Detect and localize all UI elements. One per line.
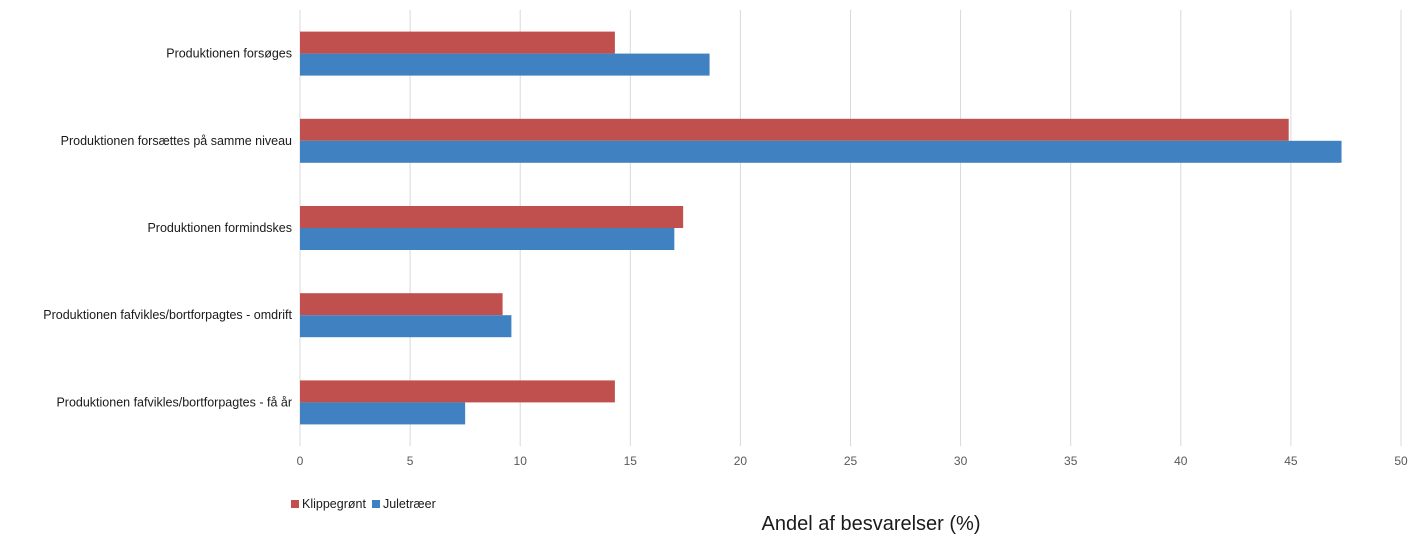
legend-item-klippegront: Klippegrønt xyxy=(291,497,366,511)
bar-klippegront-3 xyxy=(300,293,503,316)
x-tick-label-30: 30 xyxy=(954,454,968,468)
category-label-1: Produktionen forsættes på samme niveau xyxy=(61,134,292,148)
category-label-0: Produktionen forsøges xyxy=(166,47,292,61)
legend-item-juletraeer: Juletræer xyxy=(371,497,436,511)
x-tick-label-15: 15 xyxy=(624,454,638,468)
bar-juletraeer-0 xyxy=(300,53,710,76)
category-label-2: Produktionen formindskes xyxy=(147,221,292,235)
category-labels: Produktionen forsøges Produktionen forsæt… xyxy=(43,47,292,410)
category-label-4: Produktionen fafvikles/bortforpagtes - f… xyxy=(56,395,292,409)
x-tick-label-50: 50 xyxy=(1394,454,1408,468)
gridlines xyxy=(299,10,1402,446)
x-axis-title: Andel af besvarelser (%) xyxy=(761,513,981,535)
category-label-3: Produktionen fafvikles/bortforpagtes - o… xyxy=(43,308,292,322)
bar-klippegront-4 xyxy=(300,380,615,403)
x-tick-label-40: 40 xyxy=(1174,454,1188,468)
legend-label-klippegront: Klippegrønt xyxy=(302,497,366,511)
x-tick-label-20: 20 xyxy=(734,454,748,468)
bar-klippegront-0 xyxy=(300,31,615,54)
bar-juletraeer-2 xyxy=(300,228,675,250)
bar-klippegront-1 xyxy=(300,118,1289,141)
legend-swatch-juletraeer xyxy=(371,500,380,508)
bar-juletraeer-3 xyxy=(300,315,512,338)
x-tick-label-10: 10 xyxy=(514,454,528,468)
legend: Klippegrønt Juletræer xyxy=(291,497,442,511)
legend-label-juletraeer: Juletræer xyxy=(382,497,436,511)
legend-swatch-klippegront xyxy=(291,500,299,508)
x-tick-labels: 0 5 10 15 20 25 30 35 40 45 50 xyxy=(297,454,1408,468)
x-tick-label-0: 0 xyxy=(297,454,304,468)
bar-juletraeer-1 xyxy=(300,140,1342,163)
x-tick-label-35: 35 xyxy=(1064,454,1078,468)
bar-klippegront-2 xyxy=(300,206,684,228)
bar-juletraeer-4 xyxy=(300,402,466,425)
x-tick-label-25: 25 xyxy=(844,454,858,468)
x-tick-label-5: 5 xyxy=(407,454,414,468)
x-tick-label-45: 45 xyxy=(1284,454,1298,468)
bars xyxy=(300,31,1342,425)
